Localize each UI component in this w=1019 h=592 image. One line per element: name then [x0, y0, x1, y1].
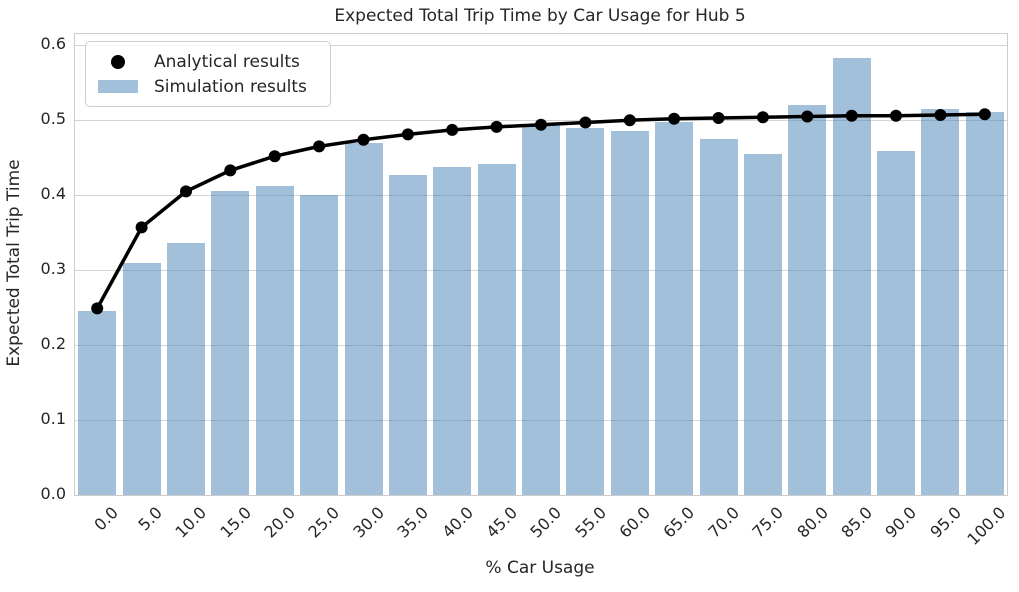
x-tick-label: 35.0 — [393, 503, 433, 542]
bar — [167, 243, 205, 495]
bar — [300, 195, 339, 495]
x-tick-label: 10.0 — [171, 503, 211, 542]
y-tick-label: 0.5 — [40, 109, 66, 129]
bar — [344, 142, 383, 495]
x-tick-label: 5.0 — [134, 503, 167, 535]
data-point-marker — [668, 112, 681, 125]
x-tick-label: 20.0 — [260, 503, 300, 542]
bar — [743, 153, 782, 495]
data-point-marker — [756, 111, 769, 124]
data-point-marker — [357, 133, 370, 146]
x-tick-label: 0.0 — [90, 503, 122, 535]
x-tick-label: 80.0 — [793, 503, 832, 542]
data-point-marker — [135, 221, 148, 234]
data-point-marker — [535, 118, 547, 131]
y-tick-label: 0.4 — [40, 184, 66, 204]
x-tick-label: 65.0 — [659, 503, 699, 542]
legend: Analytical results Simulation results — [85, 41, 331, 107]
bar — [832, 58, 871, 495]
bar — [655, 121, 694, 495]
data-point-marker — [579, 116, 592, 129]
data-point-marker — [268, 150, 281, 163]
data-point-marker — [978, 108, 991, 121]
data-point-marker — [623, 114, 636, 127]
data-point-marker — [313, 140, 326, 153]
y-tick-label: 0.2 — [40, 334, 66, 354]
bar — [788, 104, 827, 495]
x-tick-label: 100.0 — [963, 503, 1010, 549]
data-point-marker — [934, 109, 947, 121]
x-tick-label: 30.0 — [349, 503, 388, 542]
data-point-marker — [845, 109, 858, 122]
bar — [255, 186, 294, 495]
x-tick-label: 85.0 — [837, 503, 877, 542]
bar — [78, 311, 117, 495]
x-tick-label: 55.0 — [571, 503, 610, 542]
bar — [566, 127, 605, 495]
y-tick-label: 0.0 — [40, 484, 66, 503]
bar — [433, 167, 472, 495]
bar — [122, 262, 161, 495]
y-tick-label: 0.1 — [40, 409, 66, 428]
gridline — [75, 45, 1007, 47]
legend-item-label: Analytical results — [154, 51, 300, 72]
legend-item: Analytical results — [94, 49, 320, 74]
plot-area — [74, 33, 1008, 496]
swatch-icon — [98, 80, 138, 93]
data-point-marker — [490, 120, 503, 133]
y-tick-label: 0.6 — [40, 34, 66, 54]
bar — [477, 164, 516, 495]
bar — [699, 138, 738, 495]
x-tick-label: 95.0 — [926, 503, 965, 542]
data-point-marker — [712, 112, 725, 124]
legend-item: Simulation results — [94, 74, 320, 99]
bar — [522, 124, 560, 495]
data-point-marker — [446, 123, 459, 136]
x-tick-label: 70.0 — [704, 503, 743, 542]
x-tick-label: 15.0 — [216, 503, 255, 542]
bar — [610, 130, 649, 495]
x-tick-label: 40.0 — [438, 503, 477, 542]
legend-dot-marker-icon — [94, 54, 142, 69]
data-point-marker — [890, 109, 902, 122]
x-tick-label: 50.0 — [526, 503, 566, 542]
bar — [877, 150, 915, 495]
data-point-marker — [91, 302, 104, 315]
data-point-marker — [801, 110, 814, 123]
chart-title: Expected Total Trip Time by Car Usage fo… — [334, 6, 746, 26]
bar — [921, 109, 960, 495]
dot-icon — [111, 54, 125, 69]
line-series — [91, 108, 991, 315]
legend-item-label: Simulation results — [154, 76, 307, 97]
data-point-marker — [224, 164, 237, 177]
x-tick-label: 90.0 — [881, 503, 921, 542]
bar — [211, 190, 250, 495]
x-tick-label: 25.0 — [304, 503, 344, 542]
x-tick-label: 60.0 — [615, 503, 655, 542]
x-tick-label: 45.0 — [482, 503, 522, 542]
bar — [965, 112, 1004, 495]
x-axis-label: % Car Usage — [485, 558, 595, 578]
data-point-marker — [180, 185, 192, 198]
x-tick-label: 75.0 — [748, 503, 788, 542]
analytical-line — [95, 112, 985, 310]
bar — [388, 174, 427, 495]
legend-bar-swatch-icon — [94, 80, 142, 93]
y-tick-label: 0.3 — [40, 259, 66, 279]
data-point-marker — [401, 128, 414, 141]
